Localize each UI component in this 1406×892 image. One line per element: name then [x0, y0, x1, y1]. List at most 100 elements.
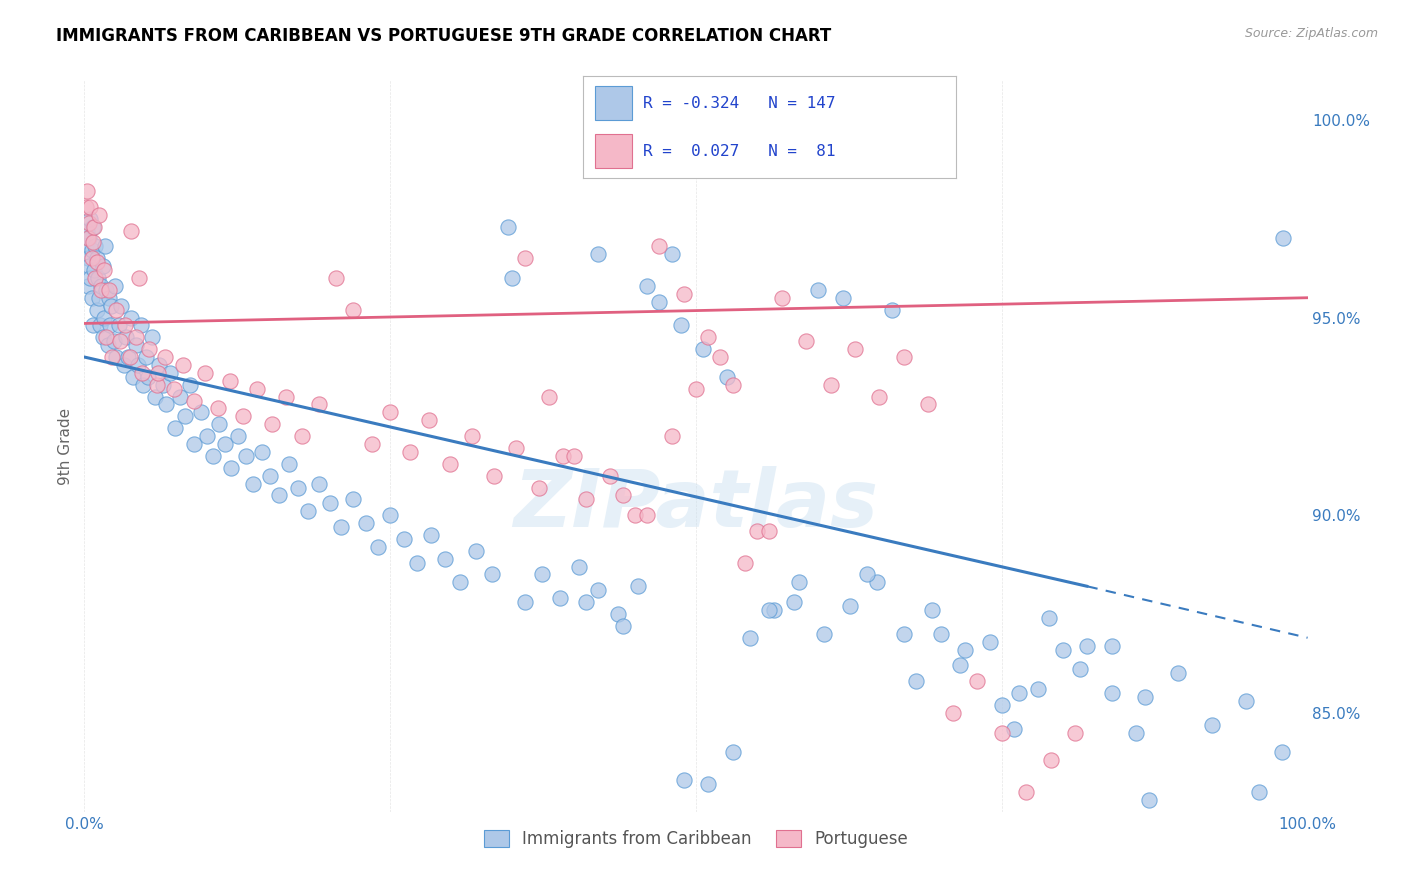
Point: [367, 540, 389, 554]
Point: [599, 468, 621, 483]
Point: [260, 417, 283, 432]
Point: [869, 390, 891, 404]
Point: [79, 271, 101, 285]
Point: [219, 460, 242, 475]
Point: [538, 390, 561, 404]
Point: [103, 334, 125, 349]
Point: [392, 532, 415, 546]
Point: [96, 283, 118, 297]
Point: [155, 397, 177, 411]
Point: [1038, 611, 1060, 625]
Point: [80, 291, 103, 305]
Point: [77, 231, 100, 245]
Point: [208, 417, 231, 432]
Point: [1167, 666, 1189, 681]
Point: [449, 575, 471, 590]
Point: [496, 219, 519, 234]
Point: [575, 595, 598, 609]
Point: [917, 397, 939, 411]
Point: [586, 583, 609, 598]
Point: [83, 219, 105, 234]
Point: [127, 358, 149, 372]
Point: [246, 382, 269, 396]
Point: [135, 350, 157, 364]
Point: [163, 421, 186, 435]
Point: [612, 488, 634, 502]
Point: [551, 449, 574, 463]
Point: [228, 429, 250, 443]
Point: [929, 627, 952, 641]
Point: [360, 437, 382, 451]
Point: [721, 746, 744, 760]
Point: [548, 591, 571, 606]
Point: [194, 366, 217, 380]
Point: [685, 382, 707, 396]
Point: [138, 342, 160, 356]
Point: [1069, 662, 1091, 676]
Point: [112, 358, 135, 372]
Point: [96, 330, 118, 344]
Point: [505, 441, 527, 455]
Point: [513, 595, 536, 609]
Point: [190, 405, 212, 419]
Point: [398, 445, 420, 459]
Point: [86, 255, 108, 269]
Point: [90, 283, 112, 297]
Point: [380, 508, 402, 523]
Point: [624, 508, 647, 523]
Point: [77, 259, 100, 273]
Point: [893, 350, 915, 364]
Point: [807, 283, 830, 297]
Point: [953, 642, 976, 657]
Point: [709, 350, 731, 364]
Point: [1039, 753, 1062, 767]
Point: [79, 211, 101, 226]
Point: [308, 397, 330, 411]
Point: [464, 543, 486, 558]
Point: [87, 271, 110, 285]
Point: [110, 299, 132, 313]
Point: [1064, 725, 1087, 739]
Point: [104, 278, 127, 293]
Point: [108, 334, 131, 349]
Point: [195, 429, 218, 443]
Point: [152, 377, 174, 392]
Point: [770, 291, 793, 305]
Point: [91, 259, 114, 273]
Point: [79, 200, 101, 214]
Point: [80, 244, 103, 258]
Point: [325, 271, 347, 285]
Point: [84, 239, 107, 253]
Point: [89, 318, 111, 333]
Point: [513, 251, 536, 265]
Point: [107, 318, 129, 333]
Point: [75, 200, 97, 214]
Point: [75, 239, 97, 253]
Point: [143, 390, 166, 404]
Point: [308, 476, 330, 491]
Point: [163, 382, 186, 396]
Point: [586, 247, 609, 261]
Point: [100, 299, 122, 313]
Text: ZIPatlas: ZIPatlas: [513, 466, 879, 543]
Point: [856, 567, 879, 582]
Point: [114, 318, 136, 333]
Point: [105, 350, 128, 364]
Point: [242, 476, 264, 491]
Point: [129, 318, 152, 333]
Point: [83, 263, 105, 277]
Point: [267, 488, 290, 502]
Point: [342, 492, 364, 507]
Point: [418, 413, 440, 427]
Point: [148, 358, 170, 372]
Point: [648, 239, 671, 253]
Point: [1052, 642, 1074, 657]
Point: [461, 429, 484, 443]
Point: [697, 777, 720, 791]
Point: [76, 184, 98, 198]
Point: [606, 607, 628, 621]
Point: [117, 350, 139, 364]
Point: [235, 449, 257, 463]
Point: [758, 603, 780, 617]
Point: [758, 524, 780, 538]
